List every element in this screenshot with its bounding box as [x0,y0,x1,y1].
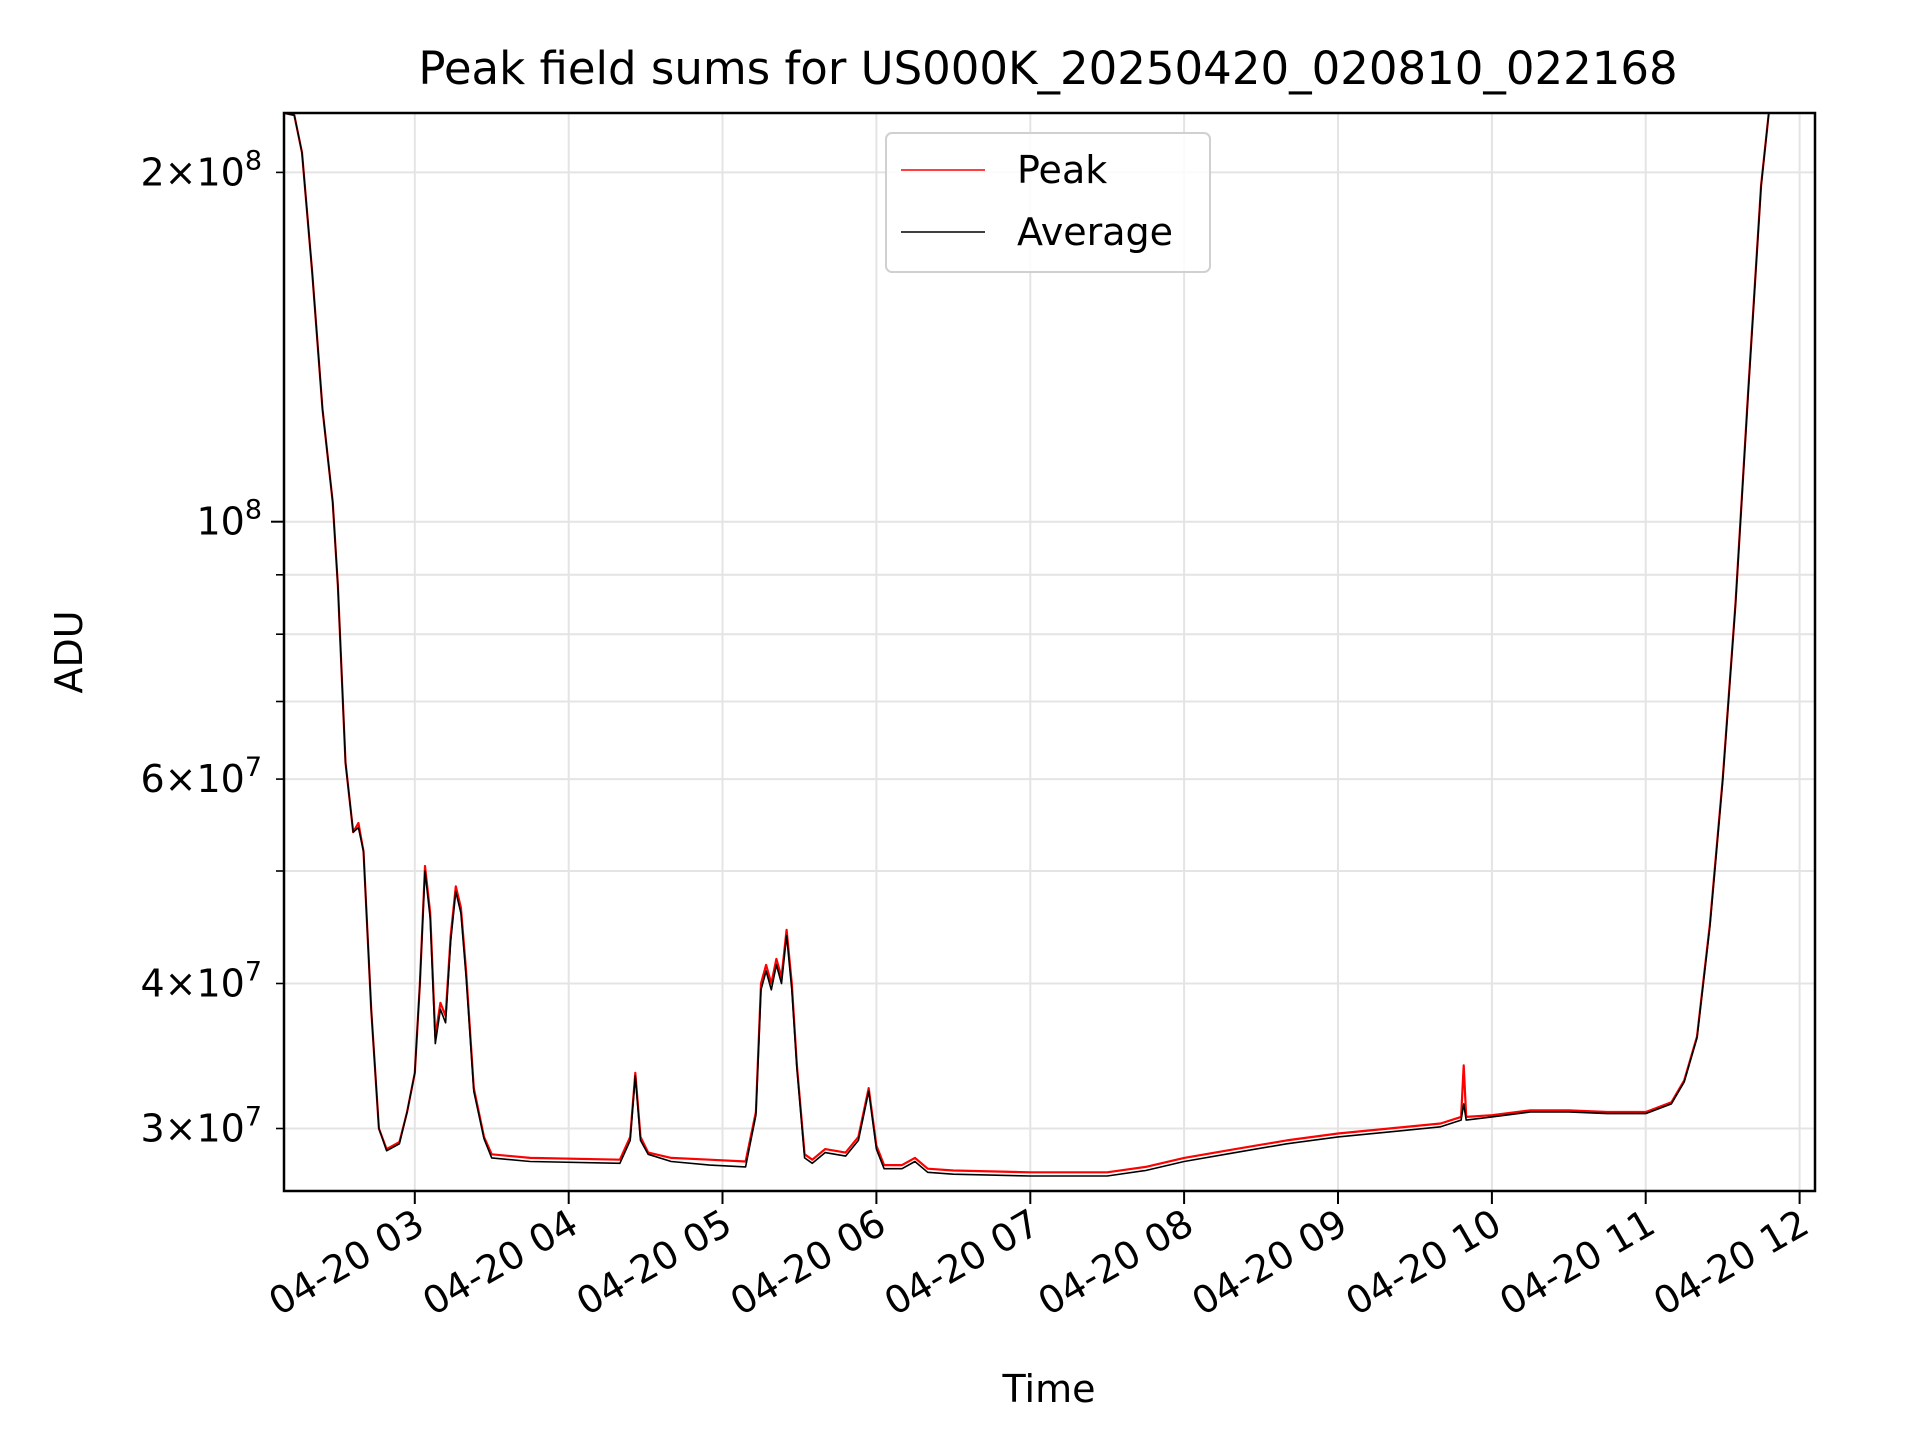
plot-frame [282,111,1817,1193]
y-tick-label: 4×107 [140,957,262,1006]
y-axis-label: ADU [47,610,91,693]
legend-label-peak: Peak [1017,148,1107,192]
chart-title: Peak field sums for US000K_20250420_0208… [418,42,1677,95]
plot-lines [284,113,1770,1177]
y-tick-label: 6×107 [140,752,262,801]
legend-frame [885,132,1211,273]
x-axis-label: Time [1002,1367,1096,1411]
y-tick-label: 108 [196,495,262,544]
y-tick-label: 3×107 [140,1102,262,1151]
series-line-average [284,113,1770,1177]
legend-label-average: Average [1017,210,1173,254]
grid-lines [284,113,1815,1191]
y-tick-label: 2×108 [140,145,262,194]
legend: Peak Average [885,132,1211,273]
